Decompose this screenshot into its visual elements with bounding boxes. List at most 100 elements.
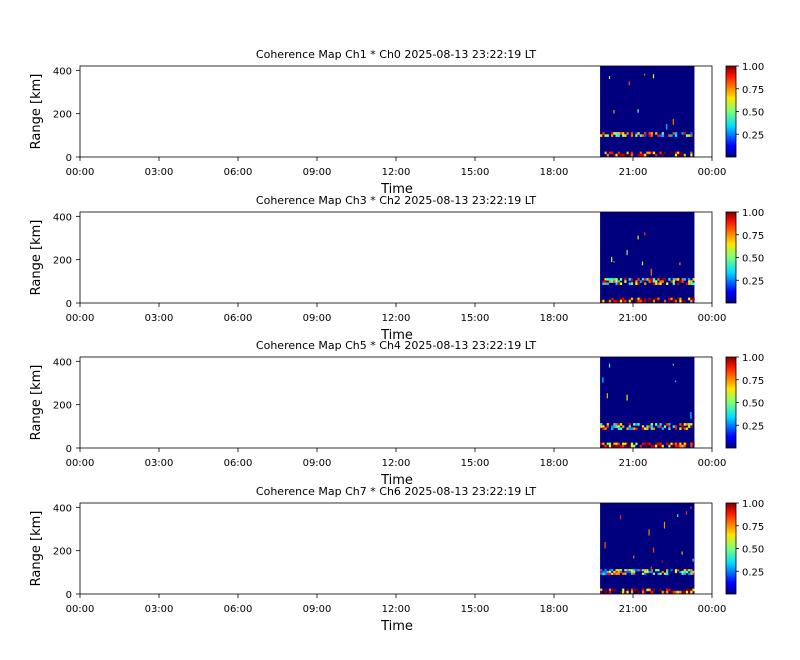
heatmap-cell	[661, 134, 664, 137]
heatmap-cell	[683, 590, 686, 594]
heatmap-cell	[606, 393, 608, 399]
heatmap-cell	[677, 151, 680, 155]
heatmap-cell	[600, 423, 603, 426]
heatmap-cell	[628, 282, 631, 285]
heatmap-cell	[648, 570, 651, 574]
heatmap-cell	[668, 299, 671, 303]
heatmap-cell	[641, 134, 645, 137]
heatmap-cell	[617, 572, 620, 575]
heatmap-cell	[630, 570, 634, 574]
heatmap-cell	[659, 572, 662, 575]
coherence-panel-4: Coherence Map Ch7 * Ch6 2025-08-13 23:22…	[29, 485, 764, 634]
heatmap-cell	[666, 588, 669, 592]
heatmap-cell	[652, 297, 656, 301]
heatmap-cell	[644, 590, 647, 594]
y-axis-label: Range [km]	[29, 365, 44, 441]
heatmap-cell	[617, 151, 620, 155]
heatmap-cell	[622, 442, 625, 446]
heatmap-cell	[604, 278, 607, 281]
heatmap-cell	[661, 444, 664, 448]
heatmap-cell	[611, 569, 614, 572]
heatmap-cell	[617, 425, 620, 428]
x-tick-label: 00:00	[698, 604, 727, 615]
heatmap-cell	[690, 297, 693, 301]
heatmap-cell	[655, 423, 658, 426]
heatmap-cell	[685, 590, 689, 594]
heatmap-cell	[661, 153, 664, 157]
heatmap-cell	[630, 569, 634, 572]
heatmap-cell	[617, 134, 620, 137]
heatmap-cell	[613, 572, 616, 575]
heatmap-cell	[611, 297, 614, 301]
heatmap-cell	[604, 569, 607, 572]
heatmap-cell	[690, 132, 693, 135]
heatmap-cell	[685, 442, 689, 446]
heatmap-cell	[663, 425, 667, 428]
heatmap-cell	[661, 560, 663, 563]
heatmap-cell	[644, 569, 647, 572]
heatmap-cell	[613, 425, 616, 428]
heatmap-cell	[690, 590, 693, 594]
heatmap-cell	[688, 590, 691, 594]
heatmap-cell	[608, 76, 611, 79]
heatmap-cell	[663, 151, 667, 155]
heatmap-cell	[611, 280, 614, 283]
heatmap-cell	[661, 278, 664, 281]
heatmap-cell	[677, 153, 680, 157]
heatmap-cell	[635, 282, 638, 285]
heatmap-cell	[633, 427, 636, 430]
heatmap-cell	[611, 132, 614, 135]
x-tick-label: 18:00	[540, 458, 569, 469]
heatmap-cell	[604, 570, 607, 574]
heatmap-cell	[668, 444, 671, 448]
heatmap-cell	[630, 588, 634, 592]
colorbar-tick-label: 0.75	[742, 231, 764, 242]
heatmap-cell	[648, 280, 651, 283]
heatmap-cell	[655, 280, 658, 283]
colorbar-tick-label: 0.50	[742, 108, 764, 119]
heatmap-cell	[648, 299, 651, 303]
heatmap-cell	[615, 442, 618, 446]
heatmap-cell	[644, 73, 646, 76]
heatmap-cell	[630, 153, 634, 157]
heatmap-cell	[672, 132, 675, 135]
heatmap-cell	[604, 542, 606, 549]
heatmap-cell	[606, 570, 609, 574]
heatmap-cell	[648, 425, 651, 428]
x-tick-label: 15:00	[461, 604, 490, 615]
heatmap-cell	[648, 278, 651, 281]
heatmap-cell	[644, 132, 647, 135]
heatmap-cell	[655, 297, 658, 301]
heatmap-cell	[619, 569, 623, 572]
heatmap-cell	[600, 590, 603, 594]
heatmap-cell	[611, 425, 614, 428]
heatmap-cell	[611, 134, 614, 137]
heatmap-cell	[690, 280, 693, 283]
heatmap-cell	[617, 282, 620, 285]
heatmap-cell	[606, 423, 609, 426]
heatmap-cell	[637, 282, 640, 285]
heatmap-cell	[683, 278, 686, 281]
heatmap-cell	[624, 572, 627, 575]
heatmap-cell	[655, 444, 658, 448]
heatmap-cell	[633, 423, 636, 426]
heatmap-cell	[666, 282, 669, 285]
heatmap-cell	[626, 394, 628, 401]
colorbar-tick-label: 1.00	[742, 353, 764, 364]
heatmap-cell	[641, 572, 645, 575]
panel-title: Coherence Map Ch1 * Ch0 2025-08-13 23:22…	[256, 48, 536, 61]
heatmap-cell	[659, 423, 662, 426]
heatmap-cell	[677, 590, 680, 594]
heatmap-cell	[692, 297, 695, 301]
heatmap-cell	[670, 280, 673, 283]
x-tick-label: 18:00	[540, 604, 569, 615]
colorbar-tick-label: 0.25	[742, 130, 764, 141]
heatmap-cell	[619, 282, 623, 285]
heatmap-cell	[606, 425, 609, 428]
heatmap-cell	[624, 444, 627, 448]
heatmap-cell	[611, 278, 614, 281]
heatmap-cell	[641, 261, 644, 266]
heatmap-cell	[644, 570, 647, 574]
x-tick-label: 09:00	[303, 167, 332, 178]
heatmap-cell	[648, 132, 651, 135]
